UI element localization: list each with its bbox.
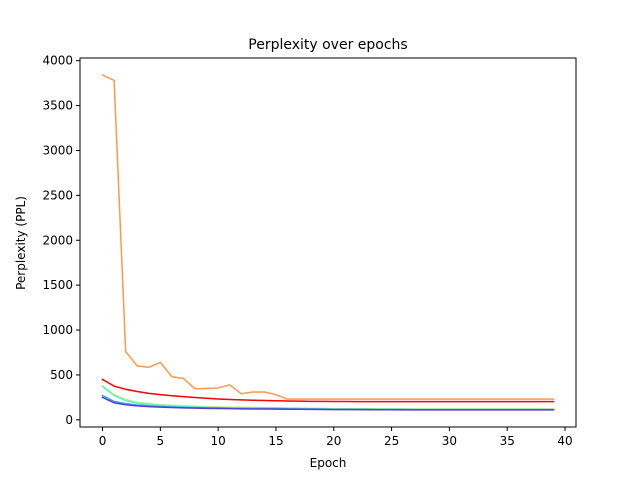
x-tick-label: 30 [442,434,457,448]
chart-title: Perplexity over epochs [248,37,407,53]
y-tick-label: 3500 [42,99,73,113]
series-line-2 [101,378,555,403]
plot-layer [101,74,555,411]
y-tick-label: 1500 [42,278,73,292]
x-axis-label: Epoch [310,456,347,470]
x-tick-label: 15 [268,434,283,448]
x-tick-label: 0 [99,434,107,448]
x-tick-label: 20 [326,434,341,448]
x-tick-label: 5 [157,434,165,448]
x-tick-label: 25 [384,434,399,448]
y-axis-label: Perplexity (PPL) [14,196,28,290]
y-tick-label: 0 [65,413,73,427]
y-tick-label: 2500 [42,188,73,202]
series-line-1 [101,74,555,400]
y-tick-label: 4000 [42,54,73,68]
plot-frame [79,57,577,428]
x-tick-label: 35 [500,434,515,448]
axes-layer: 0 5 10 15 20 25 30 35 40 0 500 1000 1500 2000 2500 3000… [42,54,577,448]
y-tick-label: 500 [50,368,73,382]
y-tick-label: 1000 [42,323,73,337]
x-tick-label: 10 [211,434,226,448]
y-tick-label: 2000 [42,233,73,247]
series-line-6 [101,396,555,411]
x-tick-label: 40 [557,434,572,448]
y-tick-label: 3000 [42,143,73,157]
